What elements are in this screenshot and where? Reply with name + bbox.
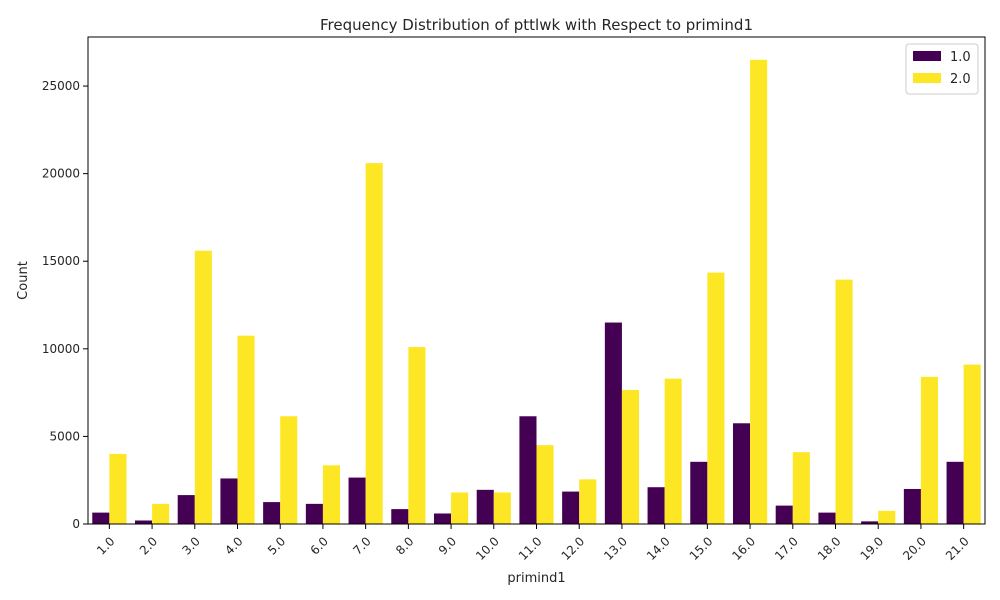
bar-13.0-series-1.0 <box>604 322 622 524</box>
bar-17.0-series-2.0 <box>792 452 810 524</box>
bars-layer <box>92 59 981 525</box>
bar-12.0-series-1.0 <box>562 491 580 524</box>
legend: 1.02.0 <box>905 43 979 95</box>
bar-1.0-series-2.0 <box>109 453 127 524</box>
bar-20.0-series-2.0 <box>920 376 939 524</box>
plot-frame <box>87 36 986 525</box>
bar-7.0-series-1.0 <box>348 477 366 524</box>
bar-16.0-series-1.0 <box>732 423 751 524</box>
bar-18.0-series-2.0 <box>835 279 853 524</box>
bar-3.0-series-1.0 <box>177 495 195 524</box>
y-tick-label: 25000 <box>42 79 80 93</box>
legend-label-2.0: 2.0 <box>950 72 971 87</box>
y-tick-label: 10000 <box>42 342 80 356</box>
x-tick-label: 17.0 <box>772 534 801 563</box>
bar-11.0-series-1.0 <box>519 416 537 524</box>
bar-6.0-series-1.0 <box>305 503 323 524</box>
legend-swatch-1.0 <box>913 51 941 61</box>
bar-14.0-series-2.0 <box>664 378 682 524</box>
x-tick-label: 20.0 <box>900 534 929 563</box>
bar-19.0-series-1.0 <box>861 521 879 524</box>
x-tick-label: 16.0 <box>729 534 758 563</box>
x-tick-label: 1.0 <box>94 534 117 557</box>
bar-16.0-series-2.0 <box>750 59 768 525</box>
x-tick-label: 10.0 <box>473 534 502 563</box>
legend-label-1.0: 1.0 <box>950 50 971 65</box>
bar-5.0-series-2.0 <box>280 416 298 524</box>
bar-4.0-series-1.0 <box>220 478 238 524</box>
y-tick-label: 15000 <box>42 254 80 268</box>
bar-11.0-series-2.0 <box>536 445 554 524</box>
x-tick-label: 19.0 <box>858 534 887 563</box>
bar-12.0-series-2.0 <box>579 479 597 524</box>
x-tick-label: 12.0 <box>559 534 588 563</box>
bar-5.0-series-1.0 <box>263 502 281 524</box>
bar-14.0-series-1.0 <box>647 487 665 524</box>
bar-2.0-series-2.0 <box>152 503 170 524</box>
x-tick-label: 5.0 <box>265 534 288 557</box>
y-tick-label: 0 <box>72 517 80 531</box>
x-tick-label: 2.0 <box>137 534 160 557</box>
bar-17.0-series-1.0 <box>775 505 793 524</box>
bar-21.0-series-2.0 <box>963 364 981 524</box>
bar-4.0-series-2.0 <box>237 335 255 524</box>
bar-8.0-series-1.0 <box>391 509 409 524</box>
x-tick-label: 3.0 <box>180 534 203 557</box>
y-axis-title: Count <box>16 261 31 300</box>
chart-title: Frequency Distribution of pttlwk with Re… <box>320 16 753 34</box>
bar-9.0-series-2.0 <box>451 492 469 524</box>
bar-21.0-series-1.0 <box>946 461 964 524</box>
x-tick-label: 15.0 <box>687 534 716 563</box>
bar-9.0-series-1.0 <box>433 513 452 524</box>
x-tick-label: 6.0 <box>308 534 331 557</box>
bar-6.0-series-2.0 <box>322 465 341 524</box>
legend-swatch-2.0 <box>913 73 941 83</box>
x-tick-label: 18.0 <box>815 534 844 563</box>
bar-18.0-series-1.0 <box>818 512 836 524</box>
x-axis-title: primind1 <box>507 571 565 586</box>
bar-13.0-series-2.0 <box>621 389 640 524</box>
x-tick-label: 21.0 <box>943 534 972 563</box>
x-tick-label: 4.0 <box>222 534 245 557</box>
bar-7.0-series-2.0 <box>365 163 383 524</box>
bar-15.0-series-2.0 <box>707 272 725 524</box>
x-tick-label: 14.0 <box>644 534 673 563</box>
y-axis: 0 5000 10000 15000 20000 25000 <box>42 79 88 531</box>
bar-3.0-series-2.0 <box>194 250 212 524</box>
x-tick-label: 8.0 <box>393 534 416 557</box>
bar-15.0-series-1.0 <box>690 461 708 524</box>
x-tick-label: 11.0 <box>516 534 545 563</box>
y-tick-label: 20000 <box>42 167 80 181</box>
bar-20.0-series-1.0 <box>903 488 921 524</box>
x-tick-label: 13.0 <box>601 534 630 563</box>
x-tick-label: 9.0 <box>436 534 459 557</box>
bar-1.0-series-1.0 <box>92 512 110 524</box>
x-tick-label: 7.0 <box>350 534 373 557</box>
bar-19.0-series-2.0 <box>878 510 896 524</box>
bar-10.0-series-1.0 <box>476 489 494 524</box>
bar-8.0-series-2.0 <box>408 347 426 524</box>
bar-10.0-series-2.0 <box>493 492 511 524</box>
x-axis: 1.0 2.0 3.0 4.0 5.0 6.0 7.0 8.0 9.0 10.0 11.0 12.0 1… <box>94 524 972 563</box>
y-tick-label: 5000 <box>49 429 80 443</box>
bar-2.0-series-1.0 <box>134 520 153 524</box>
